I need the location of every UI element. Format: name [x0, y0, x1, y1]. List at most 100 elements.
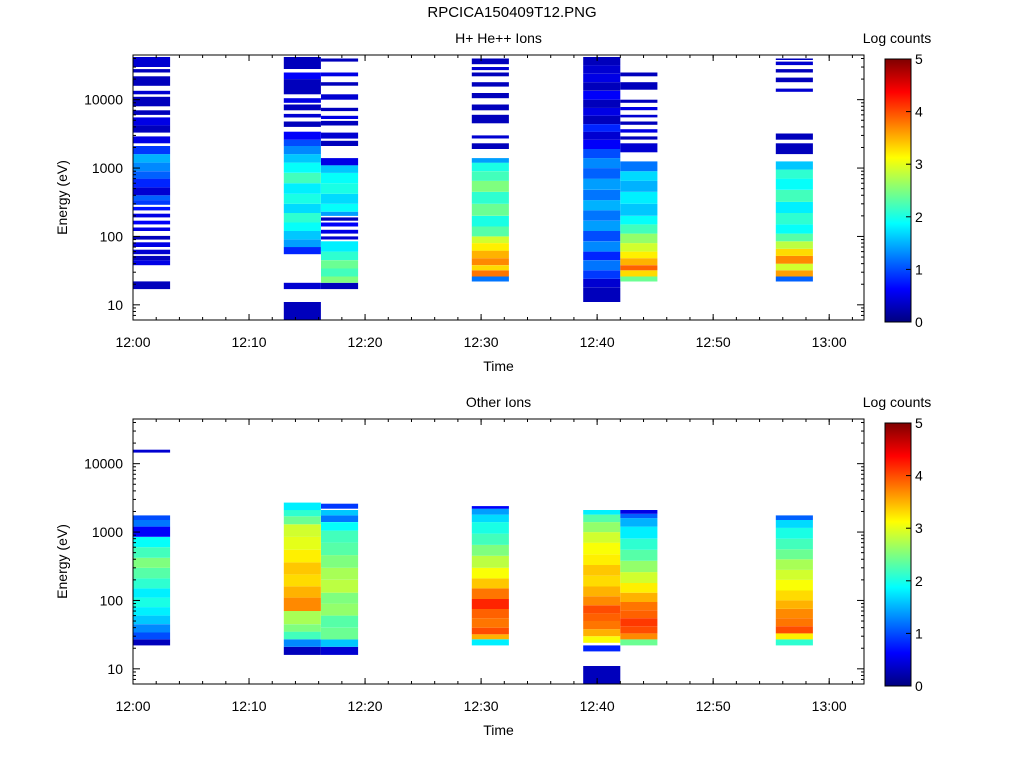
heatmap-cell: [583, 613, 621, 621]
heatmap-cell: [471, 270, 509, 277]
heatmap-cell: [583, 90, 621, 100]
heatmap-cell: [283, 213, 321, 223]
heatmap-cell: [775, 559, 813, 570]
heatmap-cell: [471, 533, 509, 545]
heatmap-cell: [775, 579, 813, 591]
heatmap-cell: [471, 522, 509, 534]
heatmap-cell: [133, 162, 171, 172]
y-axis-label: Energy (eV): [54, 524, 70, 599]
heatmap-cell: [283, 247, 321, 255]
heatmap-cell: [133, 110, 171, 115]
heatmap-cell: [583, 220, 621, 231]
heatmap-cell: [321, 542, 359, 556]
heatmap-cell: [283, 104, 321, 111]
colorbar-tick-label: 0: [915, 678, 923, 694]
heatmap-cell: [283, 536, 321, 550]
heatmap-cell: [583, 554, 621, 565]
heatmap-cell: [775, 633, 813, 640]
heatmap-cell: [620, 583, 658, 593]
heatmap-cell: [583, 629, 621, 637]
x-axis-label: Time: [483, 358, 514, 374]
heatmap-cell: [133, 187, 171, 196]
heatmap-cell: [775, 69, 813, 73]
heatmap-cell: [283, 146, 321, 155]
y-tick-label: 10000: [84, 92, 123, 108]
heatmap-cell: [133, 615, 171, 625]
heatmap-cell: [283, 586, 321, 598]
heatmap-cell: [133, 235, 171, 240]
panel-other-ions: 12:00 12:10 12:20 12:30 12:40 12:50 13:0010100…: [54, 394, 931, 738]
y-tick-label: 10000: [84, 456, 123, 472]
heatmap-cell: [583, 99, 621, 108]
heatmap-cell: [775, 270, 813, 277]
heatmap-cell: [283, 98, 321, 103]
spectrogram-column-1: [133, 57, 171, 290]
heatmap-cell: [620, 610, 658, 619]
heatmap-cell: [321, 510, 359, 516]
heatmap-cell: [620, 549, 658, 561]
heatmap-cell: [620, 224, 658, 234]
heatmap-cell: [471, 191, 509, 204]
heatmap-cell: [283, 646, 321, 655]
heatmap-cell: [133, 136, 171, 144]
colorbar-tick-label: 1: [915, 625, 923, 641]
colorbar-label: Log counts: [863, 394, 932, 410]
heatmap-cell: [471, 508, 509, 515]
heatmap-cell: [583, 260, 621, 271]
heatmap-cell: [583, 73, 621, 83]
heatmap-cell: [283, 154, 321, 163]
heatmap-cell: [583, 200, 621, 211]
heatmap-cell: [283, 57, 321, 69]
heatmap-cell: [620, 251, 658, 259]
heatmap-cell: [321, 627, 359, 640]
heatmap-cell: [283, 624, 321, 632]
heatmap-cell: [775, 143, 813, 155]
x-tick-label: 12:00: [115, 698, 150, 714]
heatmap-cell: [321, 165, 359, 173]
heatmap-cell: [471, 618, 509, 628]
heatmap-cell: [471, 58, 509, 65]
spectrogram-column-4: [471, 58, 509, 282]
heatmap-cell: [133, 117, 171, 126]
heatmap-cell: [583, 231, 621, 242]
heatmap-cell: [321, 503, 359, 509]
heatmap-cell: [321, 115, 359, 119]
heatmap-cell: [775, 133, 813, 140]
x-tick-label: 13:00: [812, 698, 847, 714]
heatmap-cell: [583, 542, 621, 555]
spectrogram-column-3: [321, 503, 359, 655]
heatmap-cell: [133, 607, 171, 616]
heatmap-cell: [620, 510, 658, 514]
heatmap-cell: [133, 536, 171, 548]
heatmap-cell: [775, 255, 813, 264]
colorbar-tick-label: 5: [915, 415, 923, 431]
figure-title: RPCICA150409T12.PNG: [427, 4, 597, 21]
heatmap-cell: [283, 549, 321, 563]
heatmap-cell: [321, 241, 359, 252]
heatmap-cell: [283, 282, 321, 290]
heatmap-cell: [283, 183, 321, 194]
spectrogram-column-2: [283, 57, 321, 320]
colorbar: [884, 422, 912, 687]
heatmap-cell: [471, 265, 509, 271]
heatmap-cell: [283, 597, 321, 611]
spectrogram-column-2: [283, 502, 321, 655]
heatmap-cell: [471, 162, 509, 172]
heatmap-cell: [583, 514, 621, 523]
heatmap-cell: [775, 276, 813, 282]
heatmap-cell: [775, 61, 813, 66]
heatmap-cell: [321, 82, 359, 86]
colorbar-tick-label: 3: [915, 520, 923, 536]
heatmap-cell: [133, 200, 171, 205]
x-tick-label: 12:10: [232, 334, 267, 350]
heatmap-cell: [620, 121, 658, 125]
heatmap-cell: [321, 579, 359, 593]
heatmap-cell: [133, 76, 171, 86]
heatmap-cell: [620, 82, 658, 90]
spectrogram-column-7: [775, 515, 813, 646]
spectrogram-column-6: [620, 72, 658, 282]
heatmap-cell: [283, 631, 321, 640]
heatmap-cell: [283, 562, 321, 575]
heatmap-cell: [133, 597, 171, 608]
